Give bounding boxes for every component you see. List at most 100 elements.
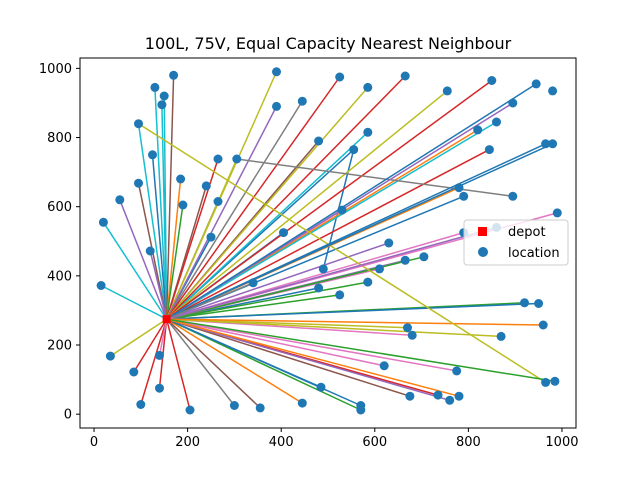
route-line-61 [166, 148, 490, 320]
route-line-2 [109, 318, 168, 357]
route-line-64 [166, 318, 502, 338]
route-line-76 [166, 226, 497, 320]
location-point-62 [484, 145, 494, 155]
location-point-51 [407, 330, 417, 340]
location-point-8 [145, 246, 155, 256]
route-line-15 [165, 75, 175, 320]
route-line-14 [163, 95, 168, 320]
location-point-1 [96, 281, 106, 290]
location-point-30 [314, 136, 324, 146]
location-point-42 [363, 127, 373, 137]
location-point-34 [318, 264, 328, 274]
location-point-71 [538, 320, 548, 330]
x-tick-label-600: 600 [362, 435, 387, 450]
location-point-36 [335, 290, 345, 300]
y-tick-label-600: 600 [47, 200, 72, 215]
location-point-44 [375, 264, 384, 274]
route-line-68 [166, 83, 537, 320]
depot-layer [162, 315, 171, 324]
location-point-58 [454, 183, 464, 193]
x-tick-label-0: 0 [90, 435, 98, 450]
route-line-3 [119, 199, 168, 320]
location-point-38 [349, 145, 359, 155]
location-point-59 [459, 191, 469, 201]
route-line-25 [166, 318, 261, 409]
location-point-40 [356, 401, 366, 410]
location-point-50 [405, 391, 415, 401]
axes-frame [79, 57, 577, 429]
location-point-66 [508, 191, 518, 201]
location-point-17 [178, 200, 188, 210]
location-point-3 [115, 195, 125, 205]
route-line-63 [166, 121, 497, 320]
route-line-26 [165, 71, 278, 320]
route-line-5 [140, 318, 168, 405]
location-point-5 [136, 400, 146, 409]
route-line-17 [165, 204, 184, 320]
location-point-13 [155, 350, 164, 360]
location-point-0 [98, 217, 108, 227]
route-line-39 [166, 318, 362, 407]
route-line-40 [166, 86, 369, 320]
route-line-46 [166, 75, 406, 320]
location-point-9 [150, 82, 160, 92]
route-line-53 [166, 90, 448, 320]
location-point-25 [255, 403, 265, 413]
location-point-64 [492, 117, 501, 127]
x-tick-label-1000: 1000 [545, 435, 578, 450]
route-line-65 [236, 158, 513, 198]
legend-box [463, 219, 569, 266]
location-point-75 [548, 86, 558, 96]
location-point-20 [206, 232, 216, 242]
location-point-46 [384, 238, 394, 248]
route-line-69 [166, 302, 539, 320]
y-tick-label-800: 800 [47, 131, 72, 146]
route-line-36 [166, 294, 340, 320]
x-tick-label-400: 400 [269, 435, 294, 450]
route-line-55 [166, 318, 457, 372]
location-point-14 [159, 91, 169, 101]
location-point-52 [419, 252, 429, 262]
legend-marker-location [478, 247, 488, 257]
location-point-65 [496, 331, 506, 341]
route-line-35 [165, 76, 341, 320]
location-point-26 [272, 67, 281, 77]
location-point-12 [157, 100, 167, 110]
ticks-layer: 0 200 400 600 800 1000 0 200 400 600 800 1000 [39, 62, 579, 450]
route-line-33 [166, 318, 303, 404]
location-point-35 [335, 72, 345, 82]
route-line-45 [166, 242, 390, 320]
location-point-18 [185, 405, 195, 415]
location-point-48 [400, 255, 410, 265]
route-line-29 [165, 100, 303, 320]
location-point-7 [134, 178, 143, 188]
routes-layer [100, 71, 558, 411]
route-line-27 [165, 106, 278, 320]
route-line-16 [165, 178, 182, 320]
y-tick-label-0: 0 [64, 408, 72, 423]
route-line-9 [154, 87, 168, 320]
y-tick-label-400: 400 [47, 269, 72, 284]
route-line-41 [166, 131, 369, 320]
route-line-54 [166, 318, 450, 402]
location-point-63 [487, 76, 497, 85]
location-point-57 [454, 391, 464, 401]
legend-label-location: location [508, 246, 560, 261]
route-line-4 [133, 318, 168, 373]
location-point-22 [213, 197, 223, 206]
locations-layer [96, 67, 562, 415]
location-point-77 [552, 208, 562, 218]
location-point-79 [248, 278, 258, 288]
location-point-55 [445, 395, 455, 405]
location-point-70 [534, 299, 544, 308]
legend: depot location [463, 219, 569, 266]
route-line-74 [166, 318, 556, 383]
location-point-27 [272, 101, 281, 111]
route-line-62 [166, 79, 493, 320]
legend-marker-depot [478, 227, 487, 236]
x-tick-label-800: 800 [456, 435, 481, 450]
legend-label-depot: depot [508, 225, 546, 240]
location-point-31 [314, 283, 324, 293]
location-point-29 [297, 96, 307, 106]
